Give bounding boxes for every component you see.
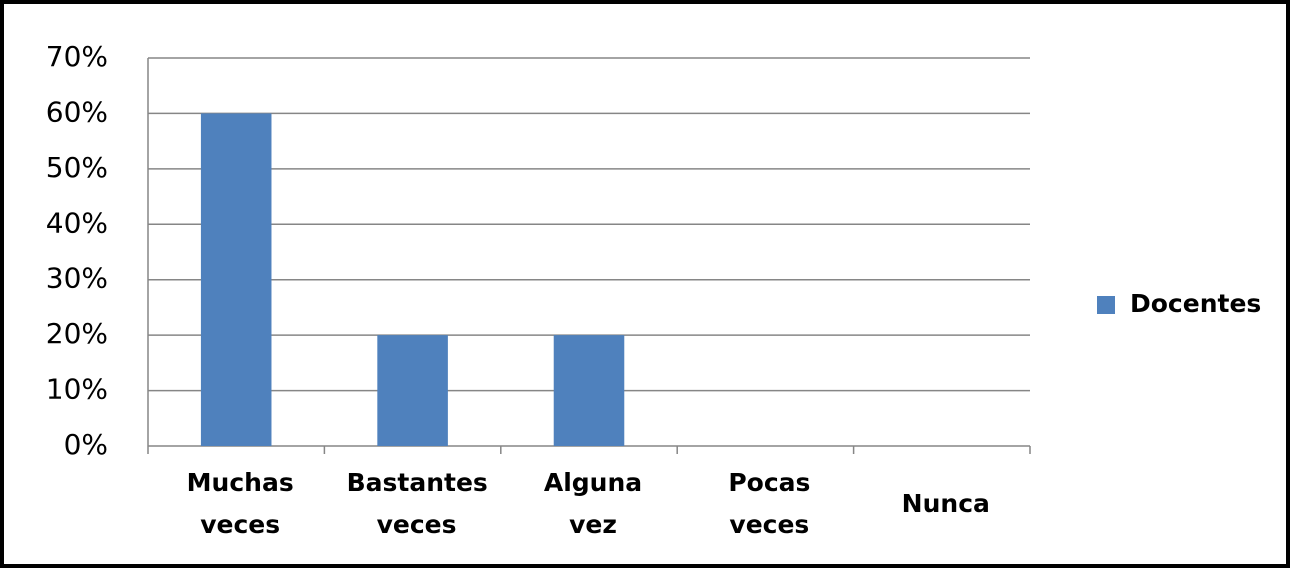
x-tick-label: Pocas veces [681,459,857,549]
bar [553,335,625,446]
bar [377,335,448,446]
legend-swatch [1097,296,1115,314]
x-tick-text: Pocas veces [728,468,811,539]
y-tick-label: 50% [46,151,108,184]
x-tick-text: Nunca [901,489,990,518]
y-tick-label: 40% [46,206,108,239]
x-tick-text: Muchas veces [186,468,294,539]
x-tick-text: Alguna vez [543,468,643,539]
y-tick-label: 10% [46,373,108,406]
y-tick-label: 30% [46,262,108,295]
y-tick-label: 20% [46,317,108,350]
x-tick-label: Muchas veces [152,459,328,549]
y-tick-label: 0% [64,428,108,461]
y-tick-label: 70% [46,40,108,73]
x-tick-text: Bastantes veces [346,468,488,539]
x-tick-label: Nunca [858,459,1034,549]
y-tick-label: 60% [46,95,108,128]
x-tick-label: Bastantes veces [328,459,504,549]
x-tick-label: Alguna vez [505,459,681,549]
bar [200,113,272,446]
legend-label: Docentes [1130,289,1261,318]
